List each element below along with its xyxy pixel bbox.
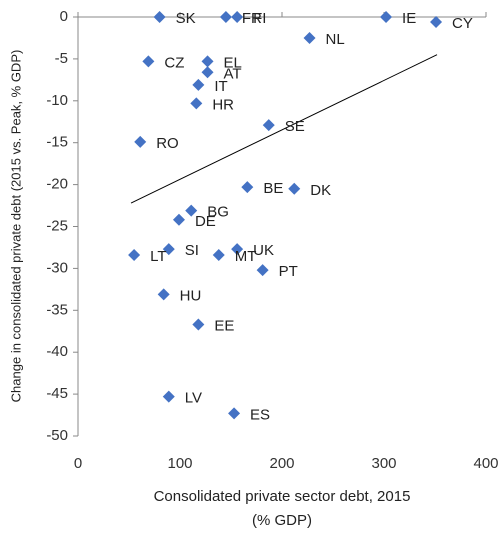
point-label: DK <box>310 182 331 199</box>
point <box>162 390 175 403</box>
point <box>192 78 205 91</box>
y-tick-label: 0 <box>60 8 68 25</box>
point-label: AT <box>224 65 242 82</box>
point-label: CZ <box>164 54 184 71</box>
point <box>256 264 269 277</box>
point <box>241 181 254 194</box>
point-label: SK <box>176 10 196 27</box>
y-tick-label: -5 <box>55 50 68 67</box>
point-label: BG <box>207 204 229 221</box>
y-tick-label: -35 <box>46 301 68 318</box>
point-label: IT <box>214 78 227 95</box>
x-tick-label: 100 <box>167 455 192 472</box>
point <box>142 55 155 68</box>
point-label: HR <box>212 96 234 113</box>
point <box>430 16 443 29</box>
point-label: UK <box>253 242 274 259</box>
point <box>128 248 141 261</box>
point-label: LT <box>150 248 166 265</box>
point <box>201 66 214 79</box>
point-label: FR <box>242 10 262 27</box>
y-axis-title: Change in consolidated private debt (201… <box>8 50 23 403</box>
y-tick-label: -25 <box>46 217 68 234</box>
x-tick-label: 200 <box>269 455 294 472</box>
point <box>185 204 198 217</box>
point <box>231 11 244 23</box>
y-tick-label: -30 <box>46 259 68 276</box>
point-label: RO <box>156 135 179 152</box>
x-tick-label: 300 <box>371 455 396 472</box>
point <box>153 11 166 23</box>
point-label: SI <box>185 242 199 259</box>
point <box>288 182 301 195</box>
point <box>262 119 275 132</box>
x-axis-title: Consolidated private sector debt, 2015 <box>154 488 411 505</box>
y-tick-label: -40 <box>46 343 68 360</box>
point-label: PT <box>279 263 298 280</box>
point <box>201 55 214 68</box>
x-tick-label: 400 <box>473 455 498 472</box>
point-label: SE <box>285 118 305 135</box>
point-label: HU <box>180 287 202 304</box>
point-label: ES <box>250 406 270 423</box>
point-label: IE <box>402 10 416 27</box>
point <box>157 288 170 301</box>
point-label: NL <box>326 31 345 48</box>
point <box>134 135 147 148</box>
x-axis-title: (% GDP) <box>252 512 312 529</box>
y-tick-label: -50 <box>46 427 68 444</box>
point <box>162 243 175 256</box>
point <box>212 248 225 261</box>
point-label: DE <box>195 213 216 230</box>
point <box>219 11 232 23</box>
y-tick-label: -20 <box>46 176 68 193</box>
y-tick-label: -45 <box>46 385 68 402</box>
point <box>192 318 205 331</box>
point-label: EL <box>224 54 242 71</box>
x-tick-label: 0 <box>74 455 82 472</box>
trendline <box>130 54 438 204</box>
point <box>190 97 203 110</box>
point-label: MT <box>235 248 257 265</box>
point <box>303 31 316 44</box>
point-label: FI <box>253 10 266 27</box>
point <box>172 213 185 226</box>
point <box>228 407 241 420</box>
y-tick-label: -10 <box>46 92 68 109</box>
point <box>231 243 244 256</box>
point <box>380 11 393 23</box>
point-label: EE <box>214 318 234 335</box>
y-tick-label: -15 <box>46 134 68 151</box>
point-label: CY <box>452 15 473 32</box>
point-label: BE <box>263 180 283 197</box>
point-label: LV <box>185 390 202 407</box>
